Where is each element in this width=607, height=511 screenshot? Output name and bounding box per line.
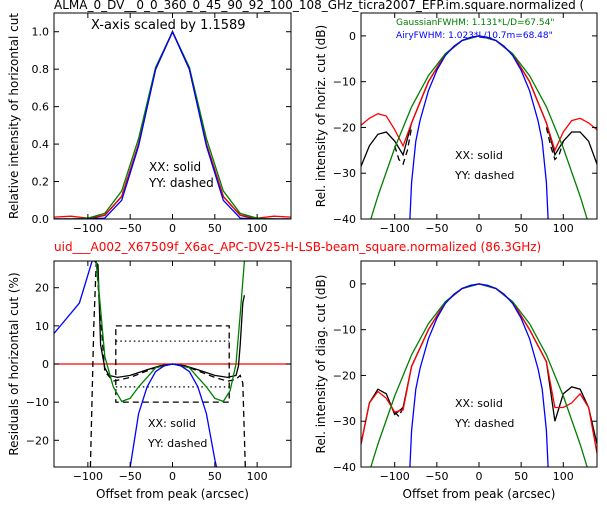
series-line-black-dashed — [394, 127, 413, 166]
plot-frame — [360, 260, 598, 468]
x-tick-label: −100 — [380, 470, 410, 483]
y-tick-label: −10 — [26, 396, 49, 409]
y-tick-label: −40 — [333, 461, 356, 474]
y-tick-label: 20 — [35, 282, 49, 295]
annotation-text: X-axis scaled by 1.1589 — [91, 18, 246, 33]
mid-title: uid___A002_X67509f_X6ac_APC-DV25-H-LSB-b… — [54, 240, 541, 254]
x-tick-label: 0 — [169, 222, 176, 235]
series-group — [54, 261, 291, 467]
x-tick-label: 50 — [514, 222, 528, 235]
x-tick-label: 100 — [553, 470, 574, 483]
y-tick-label: 10 — [35, 320, 49, 333]
y-tick-label: −30 — [333, 415, 356, 428]
series-line-red-solid — [361, 35, 597, 153]
series-line-blue-solid — [409, 283, 549, 467]
x-tick-label: 50 — [514, 470, 528, 483]
x-tick-label: 100 — [247, 222, 268, 235]
y-axis-label: Residuals of horizontal cut (%) — [7, 272, 21, 455]
x-axis-label: Offset from peak (arcsec) — [96, 487, 249, 501]
series-group — [361, 35, 597, 219]
series-line-blue-solid — [129, 363, 218, 467]
y-tick-label: −30 — [333, 167, 356, 180]
y-tick-label: −20 — [26, 434, 49, 447]
x-tick-label: −100 — [380, 222, 410, 235]
y-tick-label: 0.2 — [32, 176, 50, 189]
annotation-text: YY: dashed — [148, 176, 214, 190]
panel-p1: −100 −50 0 50 100 0.0 0.2 0.4 0.6 0.8 1.0 Relative … — [7, 12, 292, 235]
y-tick-label: −40 — [333, 213, 356, 226]
series-line-black-dashed — [54, 30, 291, 219]
annotation-text: XX: solid — [455, 149, 503, 162]
x-tick-label: 50 — [208, 222, 222, 235]
y-tick-label: −20 — [333, 121, 356, 134]
series-line-blue-solid — [54, 30, 291, 219]
x-tick-label: 0 — [476, 470, 483, 483]
plot-frame — [360, 12, 598, 220]
legend-entry: GaussianFWHM: 1.131*L/D=67.54" — [396, 18, 554, 28]
y-tick-label: 0 — [42, 358, 49, 371]
series-line-black-dashed — [545, 127, 564, 161]
series-group — [54, 30, 291, 219]
x-tick-label: −50 — [119, 222, 142, 235]
series-line-blue-solid — [54, 261, 95, 334]
y-axis-label: Relative intensity of horizontal cut — [7, 13, 21, 219]
series-line-black-solid — [54, 30, 291, 219]
series-line-blue-solid — [409, 35, 549, 219]
annotation-text: XX: solid — [149, 160, 201, 174]
x-tick-label: −100 — [73, 470, 103, 483]
y-tick-label: 0 — [349, 30, 356, 43]
legend-entry: AiryFWHM: 1.023*L/10.7m=68.48" — [396, 31, 553, 41]
y-tick-label: 0.8 — [32, 63, 50, 76]
y-tick-label: 0 — [349, 278, 356, 291]
series-line-green-solid — [54, 30, 291, 219]
y-tick-label: 1.0 — [32, 26, 50, 39]
x-tick-label: 0 — [169, 470, 176, 483]
series-line-black-solid — [361, 35, 597, 167]
annotation-text: YY: dashed — [147, 437, 207, 450]
top-title: ALMA_0_DV__0_0_360_0_45_90_92_100_108_GH… — [54, 0, 584, 12]
x-tick-label: 100 — [247, 470, 268, 483]
x-tick-label: −100 — [73, 222, 103, 235]
x-tick-label: 0 — [476, 222, 483, 235]
x-tick-label: −50 — [425, 470, 448, 483]
series-line-red-solid — [54, 30, 291, 219]
y-axis-label: Rel. intensity of diag. cut (dB) — [314, 275, 328, 454]
y-tick-label: 0.6 — [32, 101, 50, 114]
y-tick-label: −10 — [333, 76, 356, 89]
series-line-black-dashed — [115, 325, 230, 403]
x-tick-label: −50 — [425, 222, 448, 235]
y-axis-label: Rel. intensity of horiz. cut (dB) — [314, 25, 328, 207]
x-axis-label: Offset from peak (arcsec) — [403, 487, 556, 501]
x-tick-label: −50 — [119, 470, 142, 483]
x-tick-label: 50 — [208, 470, 222, 483]
series-line-black-solid — [94, 261, 246, 379]
y-tick-label: −10 — [333, 324, 356, 337]
y-tick-label: 0.0 — [32, 213, 50, 226]
annotation-text: XX: solid — [455, 397, 503, 410]
y-tick-label: 0.4 — [32, 138, 50, 151]
y-tick-label: −20 — [333, 369, 356, 382]
annotation-text: YY: dashed — [454, 169, 514, 182]
x-tick-label: 100 — [553, 222, 574, 235]
annotation-text: YY: dashed — [454, 417, 514, 430]
annotation-text: XX: solid — [148, 417, 196, 430]
series-group — [361, 283, 597, 467]
